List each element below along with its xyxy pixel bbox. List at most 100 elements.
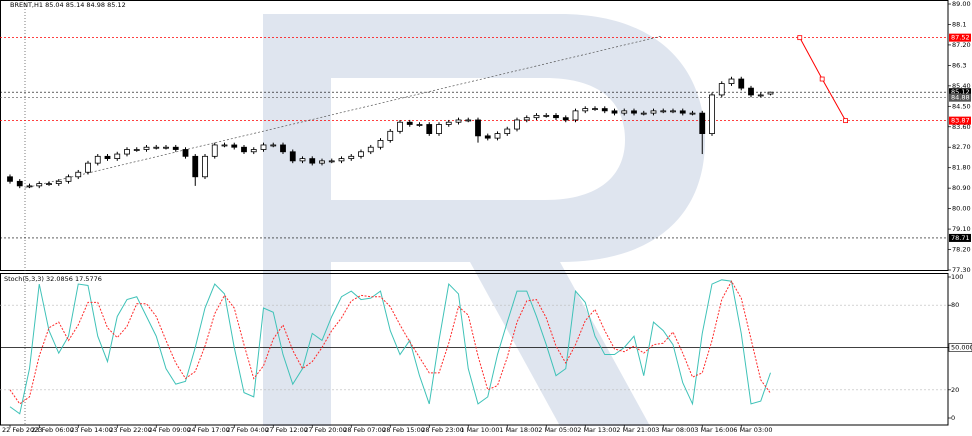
watermark-stem [263, 14, 331, 426]
forecast-point [843, 118, 848, 124]
y-tick-label: 80.00 [952, 205, 971, 213]
x-tick-label: 27 Feb 12:00 [265, 426, 308, 434]
candle-body [319, 160, 325, 164]
candle-body [445, 121, 452, 125]
candle-body [163, 146, 169, 149]
level-label-box [949, 88, 971, 97]
x-tick-label: 2 Mar 05:00 [538, 426, 577, 434]
y-tick-label: 80 [951, 301, 959, 309]
x-tick-label: 1 Mar 10:00 [460, 426, 499, 434]
candle-body [192, 155, 199, 178]
candle-body [26, 185, 33, 188]
candle-body [172, 146, 179, 150]
candle-body [533, 115, 540, 119]
candle-body [416, 124, 423, 126]
level-label: 83.87 [951, 117, 970, 125]
level-label: 87.52 [951, 34, 970, 42]
candle-body [231, 144, 238, 148]
y-tick-label: 86.3 [952, 61, 966, 69]
level-label: 84.88 [951, 94, 970, 102]
candle-body [94, 155, 101, 164]
candle-body [65, 176, 72, 182]
candle-body [660, 110, 667, 113]
x-tick-label: 27 Feb 20:00 [304, 426, 347, 434]
candle-body [124, 149, 130, 155]
watermark [263, 14, 705, 426]
x-tick-label: 22 Feb 2023 [2, 426, 42, 434]
x-tick-label: 28 Feb 07:00 [343, 426, 386, 434]
x-tick-label: 23 Feb 06:00 [31, 426, 74, 434]
y-tick-label: 77.30 [952, 266, 971, 274]
candle-body [397, 121, 403, 132]
stoch-line [9, 280, 771, 405]
candle-body [55, 180, 62, 185]
candle-body [640, 112, 647, 115]
y-tick-label: 81.80 [952, 164, 971, 172]
candle-body [309, 158, 316, 164]
candle-body [748, 87, 754, 96]
candle-body [475, 119, 481, 137]
x-tick-label: 3 Mar 16:00 [694, 426, 733, 434]
candle-body [738, 78, 745, 89]
candle-body [46, 183, 52, 186]
forecast-point [797, 35, 803, 41]
candle-body [221, 144, 228, 147]
y-tick-label: 78.20 [952, 246, 971, 254]
candle-body [592, 108, 598, 110]
candle-body [338, 158, 345, 162]
candle-body [455, 119, 462, 123]
x-tick-label: 28 Feb 23:00 [421, 426, 464, 434]
candle-body [767, 91, 774, 95]
candle-body [426, 124, 433, 134]
candle-body [436, 124, 442, 134]
y-tick-label: 0 [951, 414, 955, 422]
candle-body [504, 128, 511, 134]
y-tick-label: 89.00 [952, 0, 971, 8]
candle-body [280, 144, 286, 153]
candle-body [543, 115, 550, 117]
x-tick-label: 27 Feb 04:00 [226, 426, 269, 434]
candle-body [16, 180, 23, 187]
x-tick-label: 24 Feb 09:00 [148, 426, 191, 434]
candle-body [406, 121, 413, 125]
candle-body [367, 146, 374, 153]
x-tick-label: 3 Mar 08:00 [655, 426, 694, 434]
y-tick-label: 82.70 [952, 143, 971, 151]
watermark-bowl [331, 14, 705, 262]
x-tick-label: 23 Feb 14:00 [70, 426, 113, 434]
stoch-panel-frame [0, 273, 949, 426]
candle-body [182, 149, 189, 157]
candle-body [270, 144, 277, 147]
level-label: 78.71 [951, 234, 970, 242]
y-tick-label: 100 [951, 273, 963, 281]
candle-body [143, 146, 150, 150]
y-tick-label: 50.0000 [951, 344, 972, 352]
y-tick-label: 83.60 [952, 123, 971, 131]
candle-body [358, 151, 364, 157]
candle-body [631, 110, 637, 114]
y-tick-label-box [948, 343, 972, 352]
candle-body [36, 183, 43, 187]
trendline [24, 35, 663, 189]
candle-body [75, 171, 82, 178]
y-tick-label: 79.10 [952, 225, 971, 233]
candle-body [133, 149, 140, 151]
candle-body [377, 140, 384, 148]
candle-body [211, 144, 218, 157]
candle-body [328, 160, 335, 163]
level-label-box [949, 93, 971, 102]
level-label: 85.12 [951, 88, 970, 96]
candle-body [260, 144, 267, 150]
candle-body [202, 155, 208, 178]
candle-body [562, 117, 569, 121]
y-tick-label: 20 [951, 386, 959, 394]
candle-body [387, 130, 394, 141]
x-tick-label: 28 Feb 15:00 [382, 426, 425, 434]
candle-body [670, 110, 676, 113]
candle-body [699, 112, 706, 134]
candle-body [348, 155, 355, 159]
candle-body [241, 146, 247, 153]
level-label-box [949, 233, 971, 242]
candle-body [484, 135, 491, 139]
